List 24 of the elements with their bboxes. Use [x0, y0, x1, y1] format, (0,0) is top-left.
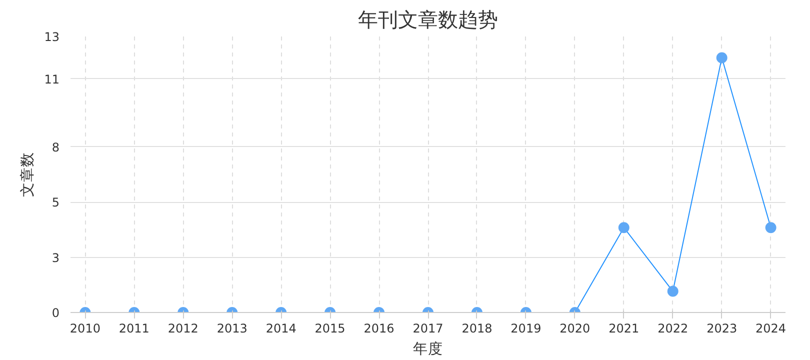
x-tick-label: 2020	[560, 322, 590, 336]
y-tick-label: 8	[52, 140, 60, 154]
y-tick-label: 13	[44, 30, 60, 44]
x-tick-label: 2012	[168, 322, 198, 336]
x-tick-label: 2015	[314, 322, 346, 336]
y-tick-label: 11	[44, 72, 60, 86]
y-axis-title: 文章数	[19, 152, 36, 197]
x-tick-label: 2022	[658, 322, 688, 336]
x-tick-label: 2023	[706, 322, 738, 336]
chart-title: 年刊文章数趋势	[358, 8, 498, 32]
x-tick-label: 2013	[216, 322, 248, 336]
x-tick-label: 2021	[608, 322, 640, 336]
x-tick-label: 2018	[462, 322, 492, 336]
x-tick-label: 2014	[266, 322, 296, 336]
x-tick-label: 2016	[364, 322, 394, 336]
y-tick-label: 3	[52, 250, 60, 265]
x-tick-label: 2017	[412, 322, 444, 336]
x-axis-title: 年度	[413, 340, 443, 358]
y-tick-label: 0	[52, 306, 60, 320]
y-tick-label: 5	[52, 196, 60, 210]
x-tick-label: 2024	[756, 322, 786, 336]
x-tick-label: 2010	[70, 322, 100, 336]
x-tick-label: 2011	[118, 322, 150, 336]
x-tick-label: 2019	[510, 322, 542, 336]
